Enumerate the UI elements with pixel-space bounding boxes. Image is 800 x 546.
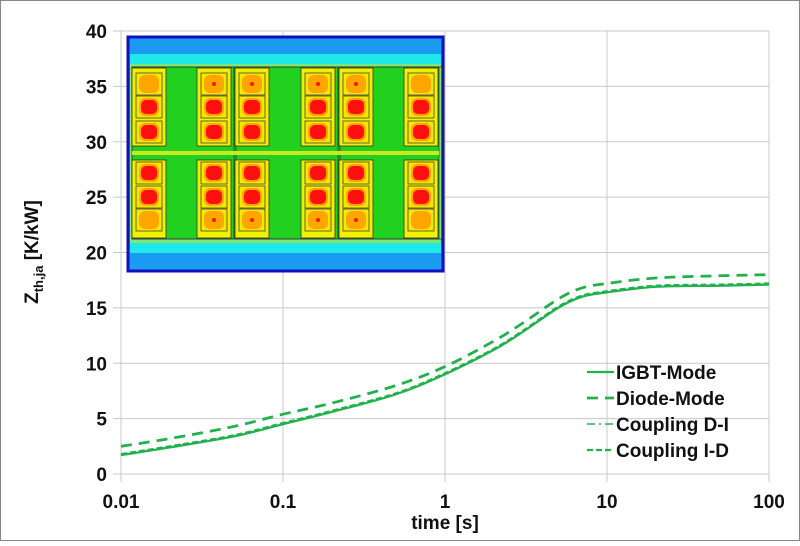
inset-hotspot (413, 190, 429, 204)
y-axis-label-main: Z (22, 292, 43, 304)
y-tick-label: 40 (86, 22, 107, 43)
y-tick-label: 15 (86, 299, 108, 320)
inset-hotspot (413, 166, 429, 180)
legend-label: Diode-Mode (616, 389, 725, 410)
x-tick-label: 10 (596, 492, 617, 513)
y-tick-label: 0 (96, 465, 107, 486)
y-axis-label-subscript: th,ja (31, 265, 46, 292)
inset-hotspot (348, 190, 364, 204)
y-axis-label-unit: [K/kW] (22, 200, 43, 265)
legend: IGBT-Mode Diode-Mode Coupling D-I Coupling … (587, 363, 729, 462)
inset-chip-warm (139, 211, 159, 229)
inset-hotspot-dot (212, 82, 216, 86)
thermal-map-inset (126, 35, 445, 273)
series-lines (120, 273, 770, 457)
legend-item: IGBT-Mode (587, 363, 716, 384)
grid (113, 30, 770, 482)
inset-hotspot (141, 125, 157, 139)
x-axis-label: time [s] (411, 513, 479, 534)
inset-hotspot-dot (250, 82, 254, 86)
inset-hotspot-dot (354, 218, 358, 222)
inset-hotspot (206, 166, 222, 180)
inset-hotspot (141, 166, 157, 180)
inset-hotspot (206, 100, 222, 114)
inset-hotspot (244, 166, 260, 180)
x-tick-label: 0.01 (103, 492, 140, 513)
series-line-coupling-i-d (120, 282, 770, 456)
inset-hotspot (310, 125, 326, 139)
inset-hotspot-dot (316, 218, 320, 222)
inset-hotspot (413, 100, 429, 114)
inset-hotspot (310, 166, 326, 180)
inset-hotspot (141, 190, 157, 204)
inset-hotspot (244, 190, 260, 204)
legend-label: Coupling D-I (616, 415, 729, 436)
inset-chip-warm (411, 75, 431, 93)
legend-label: Coupling I-D (616, 441, 729, 462)
inset-hotspot (206, 125, 222, 139)
y-tick-label: 30 (86, 133, 107, 154)
series-line-diode-mode (120, 273, 770, 448)
y-tick-label: 20 (86, 244, 107, 265)
x-tick-label: 0.1 (270, 492, 297, 513)
inset-chip-warm (411, 211, 431, 229)
inset-hotspot (310, 100, 326, 114)
inset-hotspot-dot (354, 82, 358, 86)
y-tick-label: 5 (96, 410, 107, 431)
inset-hotspot (413, 125, 429, 139)
x-tick-labels: 0.01 0.1 1 10 100 (103, 492, 785, 513)
inset-hotspot (244, 125, 260, 139)
legend-item: Coupling D-I (587, 415, 729, 436)
y-tick-label: 35 (86, 77, 108, 98)
inset-hotspot (348, 100, 364, 114)
inset-hotspot (348, 166, 364, 180)
inset-hotspot-dot (212, 218, 216, 222)
legend-item: Coupling I-D (587, 441, 729, 462)
y-tick-label: 25 (86, 188, 108, 209)
y-tick-labels: 0 5 10 15 20 25 30 35 40 (86, 22, 108, 486)
inset-chip-warm (139, 75, 159, 93)
legend-item: Diode-Mode (587, 389, 725, 410)
inset-hotspot-dot (250, 218, 254, 222)
inset-hotspot (141, 100, 157, 114)
inset-hotspot-dot (316, 82, 320, 86)
x-tick-label: 1 (440, 492, 451, 513)
inset-hotspot (348, 125, 364, 139)
y-tick-label: 10 (86, 354, 107, 375)
y-axis-label: Zth,ja [K/kW] (22, 200, 46, 304)
inset-hotspot (310, 190, 326, 204)
inset-hotspot (206, 190, 222, 204)
x-tick-label: 100 (753, 492, 785, 513)
inset-hotspot (244, 100, 260, 114)
legend-label: IGBT-Mode (616, 363, 716, 384)
